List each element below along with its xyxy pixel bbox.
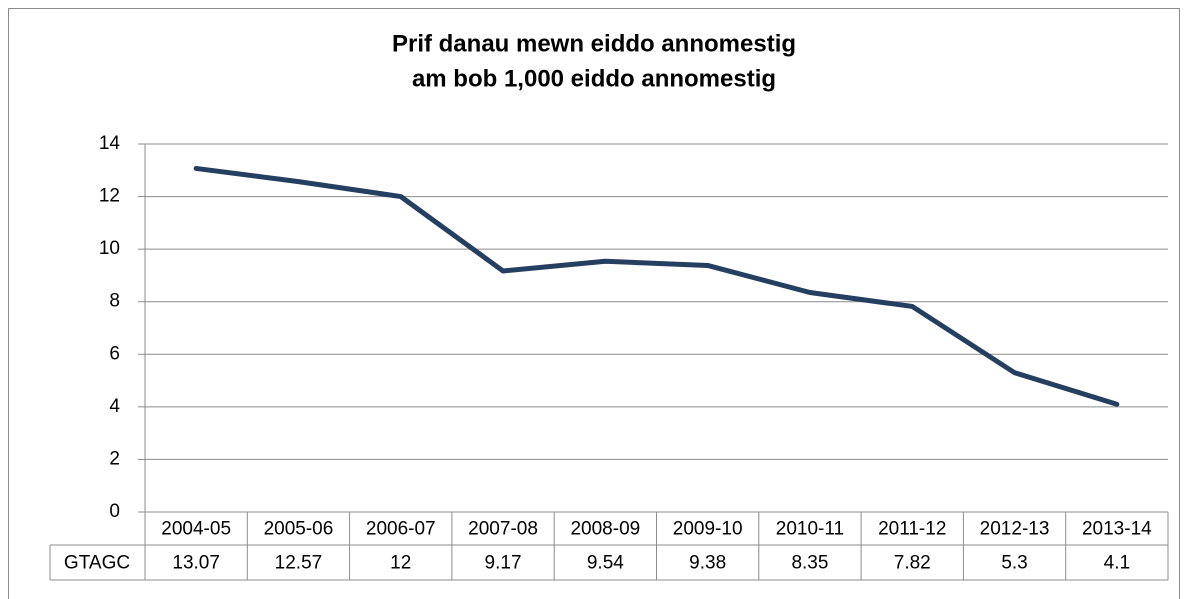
y-tick-label: 12: [99, 186, 120, 207]
data-label: 8.35: [791, 553, 828, 574]
data-label: 7.82: [894, 553, 931, 574]
data-label: 9.17: [485, 553, 522, 574]
x-tick-label: 2010-11: [776, 519, 844, 540]
data-label: 4.1: [1104, 553, 1130, 574]
y-tick-label: 2: [109, 448, 120, 469]
y-tick-label: 0: [109, 501, 120, 522]
x-tick-label: 2013-14: [1082, 519, 1152, 540]
x-tick-label: 2008-09: [570, 519, 640, 540]
chart-border: [8, 8, 1180, 599]
series-line: [193, 165, 1120, 407]
x-tick-label: 2005-06: [264, 519, 334, 540]
data-label: 12: [390, 553, 411, 574]
data-label: 5.3: [1001, 553, 1027, 574]
y-tick-label: 4: [109, 396, 120, 417]
legend-label: GTAGC: [64, 553, 130, 574]
data-label: 13.07: [172, 553, 220, 574]
data-label: 9.38: [689, 553, 726, 574]
y-tick-label: 14: [99, 133, 121, 154]
x-tick-label: 2012-13: [980, 519, 1050, 540]
y-tick-label: 6: [109, 343, 120, 364]
x-tick-label: 2006-07: [366, 519, 436, 540]
y-tick-label: 10: [99, 238, 120, 259]
chart-title: Prif danau mewn eiddo annomestig: [392, 30, 796, 57]
data-label: 9.54: [587, 553, 624, 574]
x-tick-label: 2011-12: [878, 519, 946, 540]
data-label: 12.57: [275, 553, 323, 574]
x-tick-label: 2007-08: [468, 519, 538, 540]
chart-title: am bob 1,000 eiddo annomestig: [412, 65, 776, 92]
x-tick-label: 2004-05: [161, 519, 231, 540]
y-tick-label: 8: [109, 291, 120, 312]
x-tick-label: 2009-10: [673, 519, 743, 540]
